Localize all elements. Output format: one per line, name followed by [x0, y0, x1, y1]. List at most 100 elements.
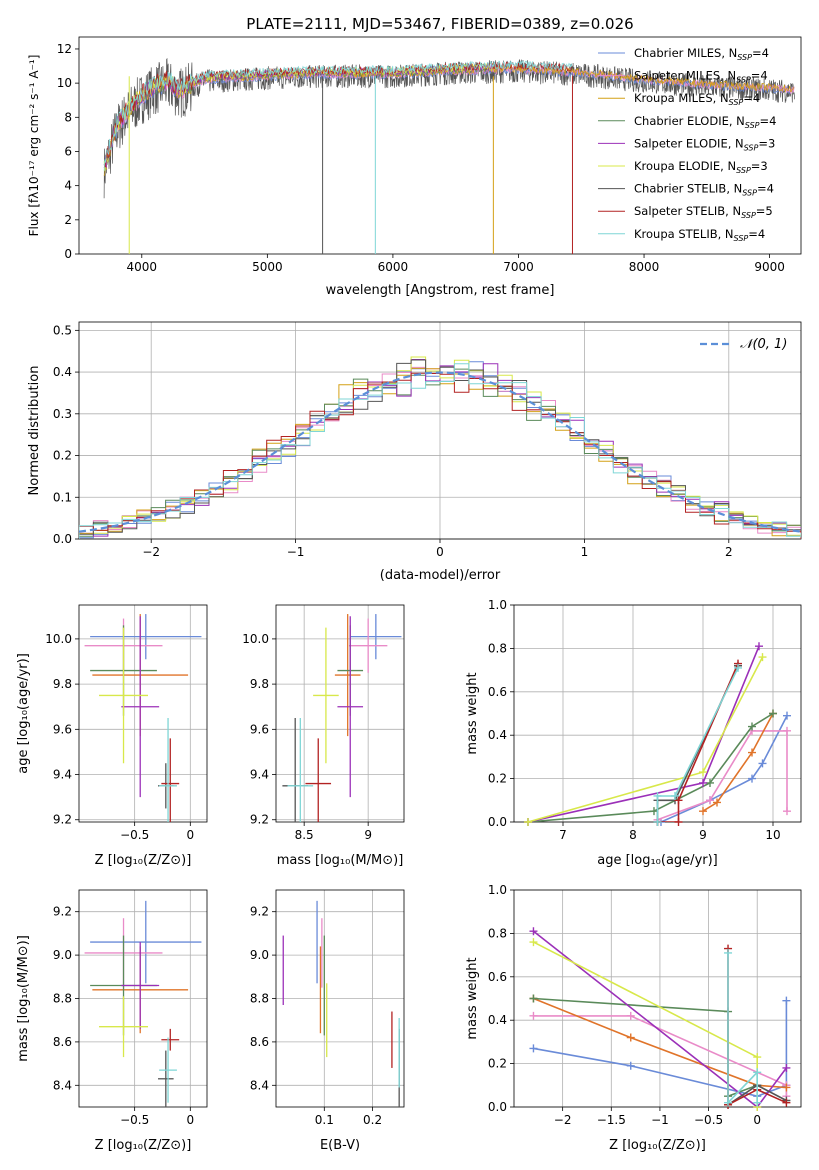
age-vs-Z-axes: −0.5 0 9.2 9.4 9.6 9.8 10.0 Z [log₁₀(Z/Z⊙)] age …	[16, 604, 208, 868]
y-tick-label: 0.2	[488, 1057, 507, 1071]
x-tick-label: 0.2	[363, 1113, 382, 1127]
histogram-steps	[79, 372, 801, 539]
series-marker	[748, 774, 756, 783]
errorbar-point	[334, 614, 361, 737]
y-tick-label: 0.0	[488, 815, 507, 829]
x-tick-label: 8000	[629, 260, 660, 274]
errorbar-point	[350, 614, 402, 660]
series-marker	[626, 1011, 635, 1020]
series-marker	[753, 1098, 762, 1107]
residuals-axes: −2 −1 0 1 2 0.0 0.1 0.2 0.3 0.4 0.5 𝒩(0, 1) (data-mo…	[27, 321, 802, 583]
series-marker	[529, 994, 538, 1003]
series-marker	[755, 642, 763, 651]
series-line	[657, 730, 788, 821]
series-marker	[734, 663, 742, 672]
axes-frame	[78, 604, 208, 823]
errorbar-point	[287, 718, 314, 822]
series-marker	[529, 927, 538, 936]
axes-frame	[78, 36, 802, 255]
x-tick-label: −1	[651, 1113, 669, 1127]
x-tick-label: −1	[287, 545, 305, 559]
y-tick-label: 9.0	[250, 948, 269, 962]
series-marker	[674, 818, 683, 826]
series-line	[527, 712, 774, 822]
x-tick-label: −0.5	[694, 1113, 723, 1127]
series-line	[533, 930, 788, 1107]
figure-title: PLATE=2111, MJD=53467, FIBERID=0389, z=0…	[246, 15, 633, 33]
axes-frame	[275, 889, 405, 1108]
series-marker	[783, 711, 791, 720]
legend-label: Chabrier STELIB, NSSP=4	[634, 182, 774, 198]
y-tick-label: 12	[57, 42, 72, 56]
y-tick-label: 9.2	[53, 813, 72, 827]
legend-label: Chabrier MILES, NSSP=4	[634, 46, 769, 62]
legend-label: Kroupa ELODIE, NSSP=3	[634, 159, 768, 175]
legend-label: Salpeter ELODIE, NSSP=3	[634, 136, 775, 152]
errorbar-point	[90, 614, 202, 660]
axes-frame	[78, 321, 802, 540]
x-axis-label: wavelength [Angstrom, rest frame]	[326, 283, 555, 298]
series-marker	[674, 796, 683, 805]
errorbar-point	[99, 627, 149, 764]
legend-label: Salpeter MILES, NSSP=4	[634, 69, 768, 85]
x-tick-label: −0.5	[120, 1113, 149, 1127]
y-tick-label: 10	[57, 76, 72, 90]
series-marker	[524, 818, 532, 826]
axes-frame	[275, 604, 405, 823]
series-marker	[724, 948, 733, 957]
x-axis-label: Z [log₁₀(Z/Z⊙)]	[609, 1138, 706, 1153]
series-line	[656, 667, 739, 822]
x-axis-label: (data-model)/error	[380, 568, 501, 583]
x-axis-label: E(B-V)	[320, 1138, 360, 1153]
mass-vs-Z-axes: −0.5 0 8.4 8.6 8.8 9.0 9.2 Z [log₁₀(Z/Z⊙)] mass …	[16, 889, 208, 1153]
x-tick-label: 9	[364, 828, 372, 842]
series-marker	[699, 807, 707, 816]
x-tick-label: −1.5	[597, 1113, 626, 1127]
y-tick-label: 10.0	[242, 632, 269, 646]
x-axis-label: age [log₁₀(age/yr)]	[597, 853, 718, 868]
y-tick-label: 8.8	[53, 992, 72, 1006]
x-tick-label: 6000	[378, 260, 409, 274]
series-marker	[699, 768, 707, 777]
series-marker	[706, 778, 714, 787]
y-tick-label: 0.6	[488, 970, 507, 984]
errorbar-point	[121, 942, 160, 1029]
series-marker	[782, 1083, 791, 1092]
y-tick-label: 8	[64, 110, 72, 124]
series-line	[656, 665, 739, 822]
x-tick-label: −0.5	[120, 828, 149, 842]
errorbar-point	[99, 996, 149, 1058]
series-marker	[783, 726, 791, 735]
axes-frame	[513, 604, 802, 823]
series-marker	[782, 1098, 791, 1107]
y-tick-label: 0.6	[488, 685, 507, 699]
legend: Chabrier MILES, NSSP=4 Salpeter MILES, NS…	[598, 46, 776, 243]
x-tick-label: 8	[629, 828, 637, 842]
errorbar-point	[337, 616, 364, 798]
y-axis-label: mass [log₁₀(M/M⊙)]	[16, 935, 31, 1062]
series-line	[533, 941, 758, 1107]
y-tick-label: 10.0	[45, 632, 72, 646]
series-marker	[706, 796, 714, 805]
x-tick-label: 7	[559, 828, 567, 842]
y-tick-label: 0.8	[488, 926, 507, 940]
x-tick-label: 1	[581, 545, 589, 559]
series-marker	[713, 798, 721, 807]
y-tick-label: 0.5	[53, 323, 72, 337]
y-tick-label: 1.0	[488, 598, 507, 612]
series-marker	[753, 1053, 762, 1062]
y-tick-label: 0.8	[488, 641, 507, 655]
series-marker	[650, 807, 658, 816]
errorbar-point	[305, 738, 332, 822]
errorbar-point	[348, 618, 388, 673]
y-tick-label: 8.8	[250, 992, 269, 1006]
errorbar-point	[159, 718, 177, 822]
series-marker	[758, 653, 767, 662]
series-marker	[783, 807, 791, 816]
y-tick-label: 0.4	[488, 1013, 507, 1027]
x-tick-label: 0.1	[315, 1113, 334, 1127]
series-marker	[626, 1061, 635, 1070]
normal-curve	[79, 371, 801, 533]
y-tick-label: 0.0	[53, 532, 72, 546]
